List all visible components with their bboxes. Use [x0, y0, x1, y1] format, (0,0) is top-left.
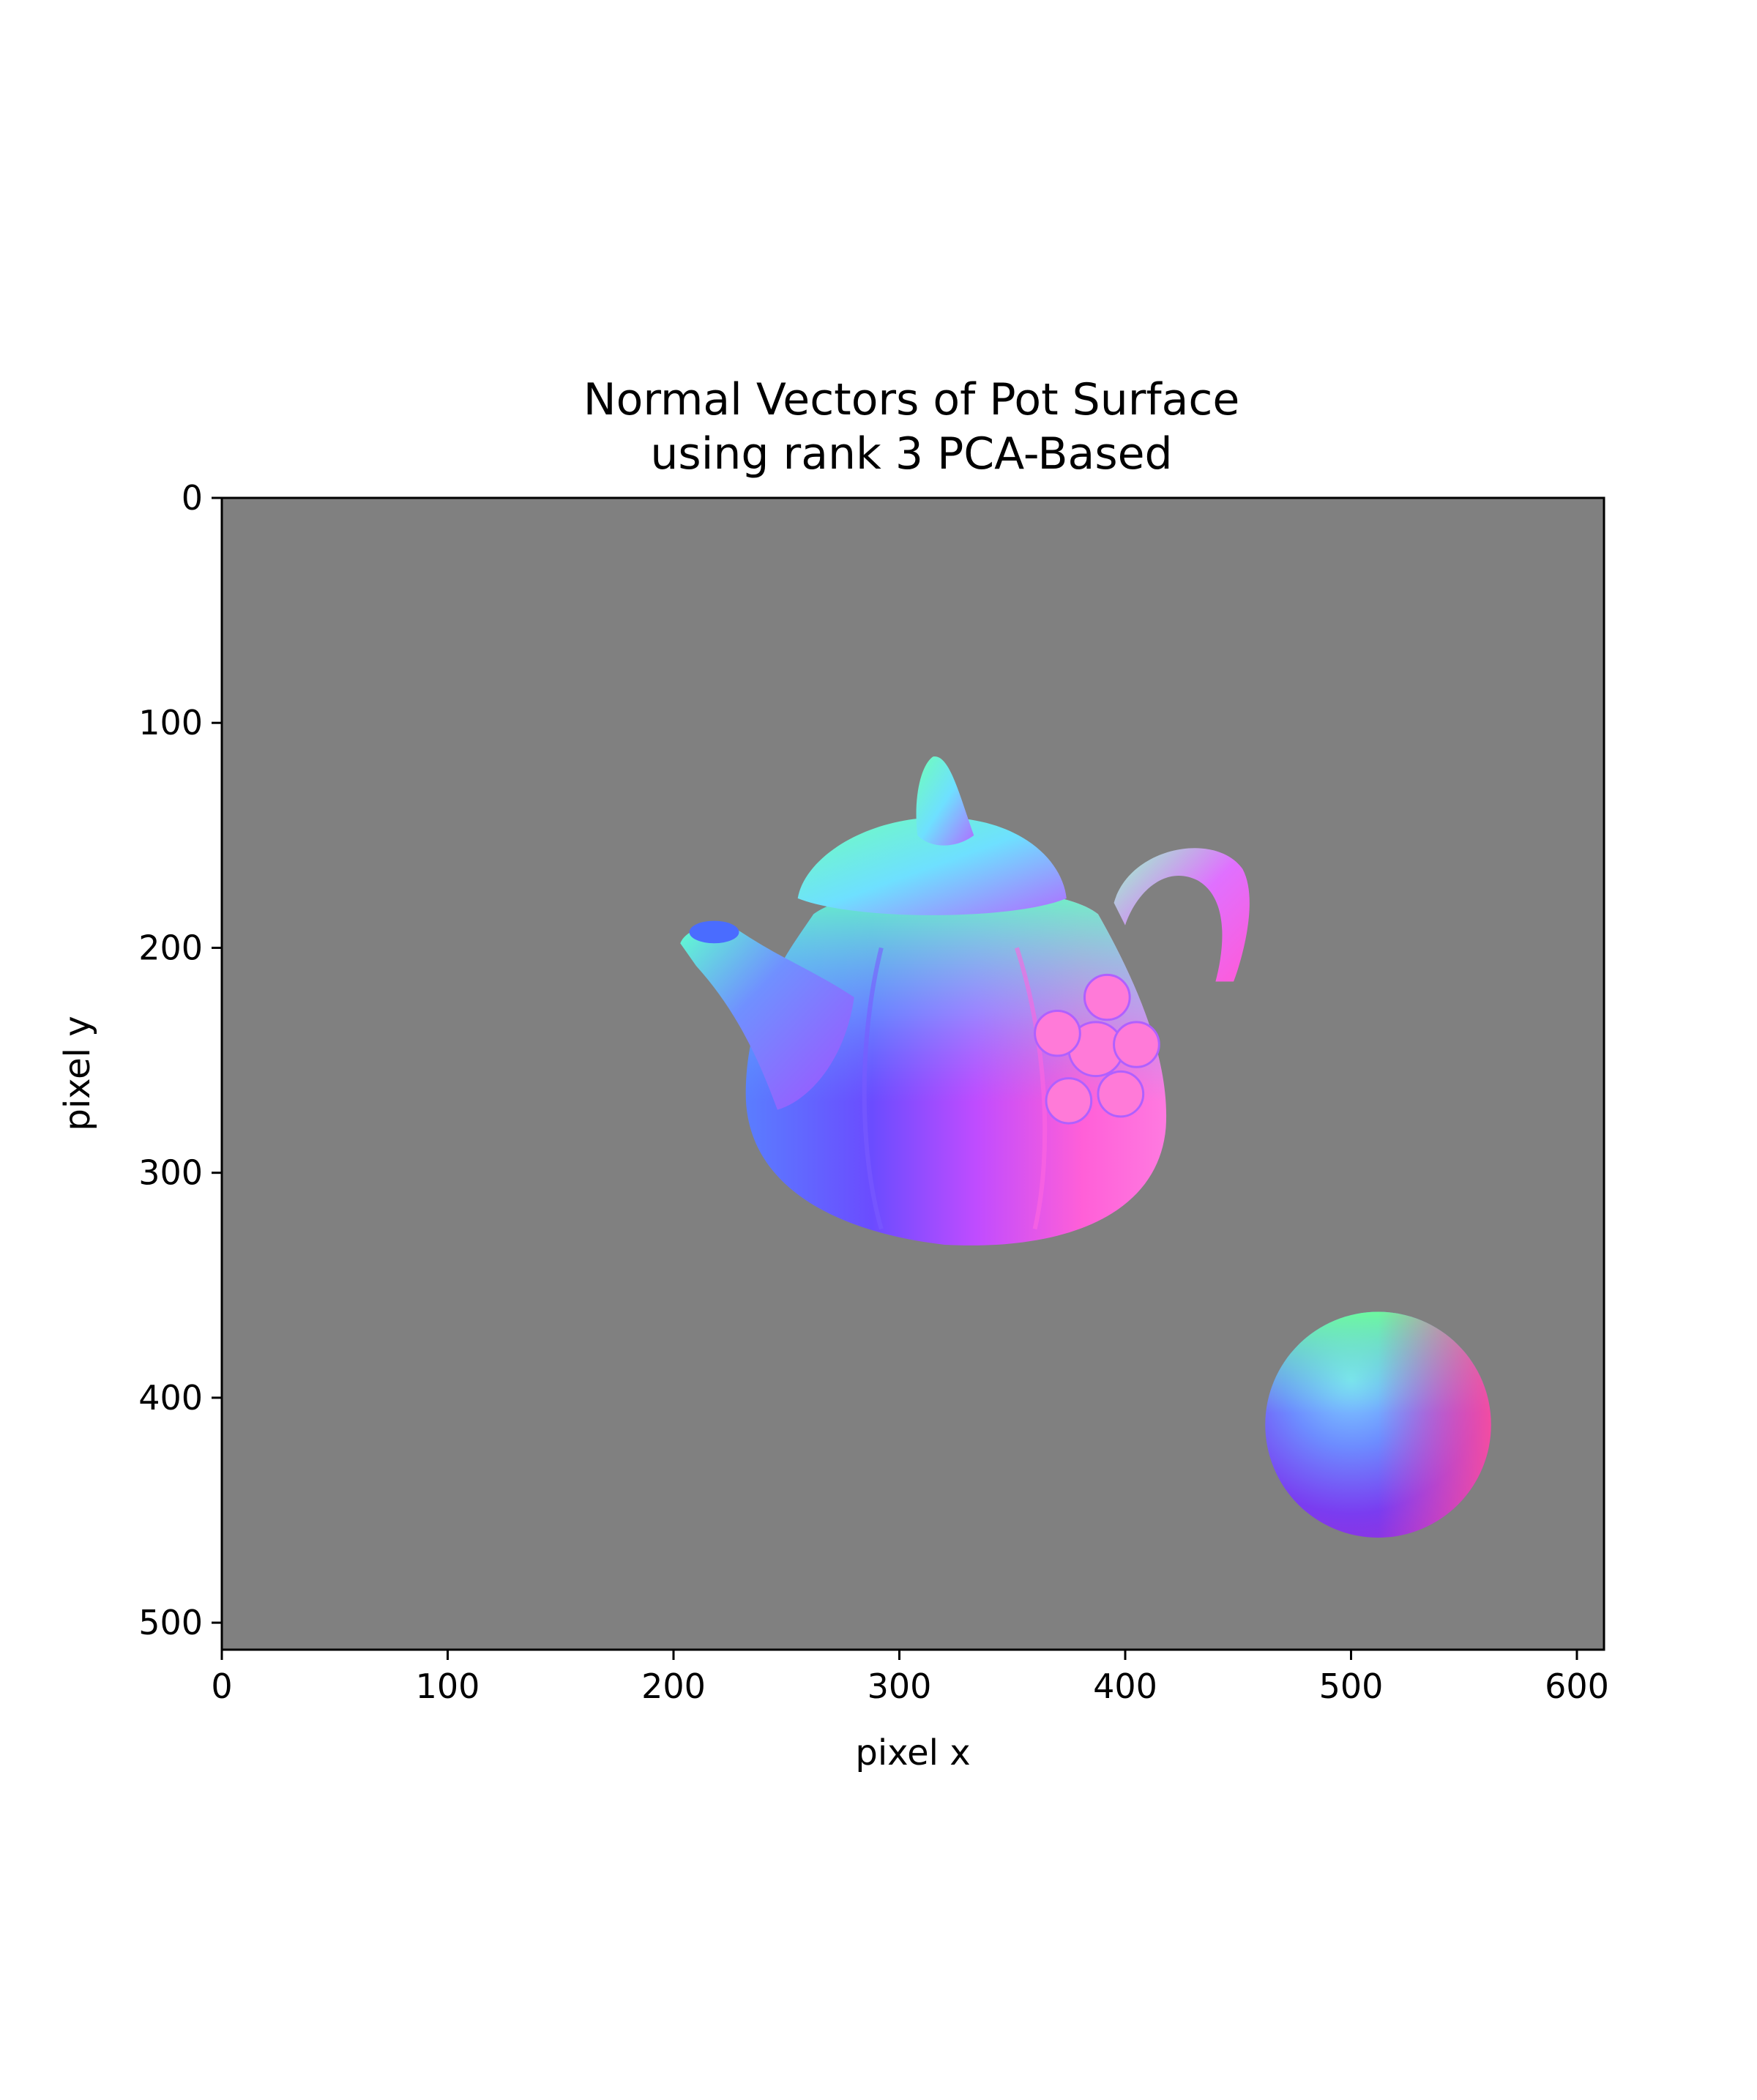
sphere-normal-map [1265, 1311, 1491, 1538]
chart-title-line-1: Normal Vectors of Pot Surface [583, 374, 1240, 425]
x-tick-label: 300 [868, 1667, 932, 1706]
chart-title-line-2: using rank 3 PCA-Based [650, 428, 1172, 480]
teapot-ridge-left [862, 947, 884, 1230]
y-tick-label: 300 [138, 1153, 203, 1193]
x-tick-label: 400 [1093, 1667, 1157, 1706]
x-tick-label: 100 [416, 1667, 480, 1706]
x-tick-label: 600 [1545, 1667, 1609, 1706]
y-axis-ticks: 0 100 200 300 400 500 [138, 478, 222, 1642]
teapot-knob [916, 756, 974, 846]
teapot-handle [1113, 848, 1250, 982]
x-tick-label: 500 [1319, 1667, 1384, 1706]
y-tick-label: 100 [138, 703, 203, 742]
y-tick-label: 200 [138, 928, 203, 967]
y-axis-label: pixel y [57, 1016, 98, 1131]
teapot-flower-relief [1034, 973, 1160, 1125]
flower-petal-top [1083, 973, 1131, 1021]
x-axis-ticks: 0 100 200 300 400 500 600 [211, 1650, 1609, 1706]
teapot-ridge-right [1015, 947, 1048, 1230]
x-tick-label: 0 [211, 1667, 232, 1706]
flower-petal-bottom-right [1097, 1070, 1145, 1118]
teapot-spout [680, 926, 854, 1110]
x-tick-label: 200 [641, 1667, 706, 1706]
y-tick-label: 500 [138, 1603, 203, 1642]
x-axis-label: pixel x [855, 1732, 970, 1773]
teapot-lid [797, 817, 1067, 915]
y-tick-label: 400 [138, 1378, 203, 1418]
sphere-right-shading [1265, 1311, 1491, 1538]
axes-frame [220, 496, 1605, 1651]
teapot-normal-map [680, 756, 1250, 1246]
flower-petal-bottom-left [1045, 1077, 1093, 1125]
teapot-body-shading [745, 887, 1167, 1246]
y-tick-label: 0 [182, 478, 203, 518]
flower-petal-right [1113, 1021, 1160, 1068]
flower-petal-left [1034, 1009, 1081, 1057]
teapot-spout-opening [689, 920, 739, 944]
